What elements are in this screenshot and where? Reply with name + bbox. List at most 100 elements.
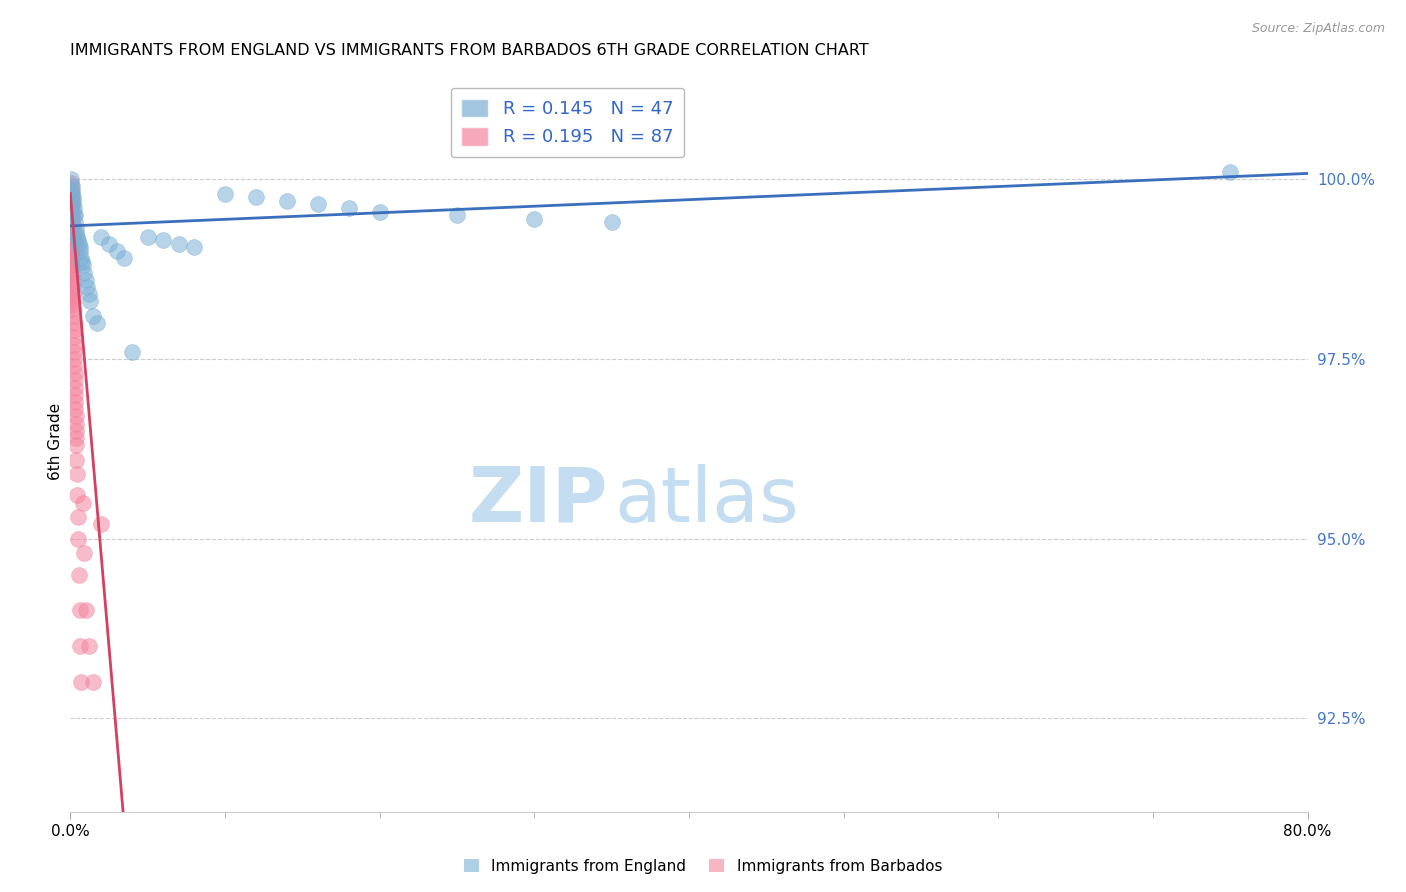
Point <box>62 266 84 280</box>
Point <box>67 233 90 247</box>
Point <box>79 294 101 309</box>
Point <box>60 222 83 236</box>
Point <box>60 215 83 229</box>
Point <box>62 316 84 330</box>
Point <box>82 309 105 323</box>
Point <box>60 240 83 254</box>
Point <box>65 424 87 438</box>
Point <box>66 510 89 524</box>
Point <box>60 233 83 247</box>
Text: Source: ZipAtlas.com: Source: ZipAtlas.com <box>1251 22 1385 36</box>
Point <box>66 229 89 244</box>
Point <box>446 208 468 222</box>
Point <box>167 236 190 251</box>
Point <box>136 229 159 244</box>
Point <box>60 222 83 236</box>
Point <box>62 301 84 316</box>
Point <box>60 208 83 222</box>
Point <box>59 194 82 208</box>
Point <box>60 176 83 190</box>
Point <box>60 215 83 229</box>
Point <box>60 255 83 269</box>
Point <box>60 172 83 186</box>
Point <box>276 194 298 208</box>
Point <box>60 298 83 312</box>
Point <box>63 344 86 359</box>
Point <box>60 262 83 277</box>
Point <box>60 252 83 266</box>
Text: ZIP: ZIP <box>470 464 609 538</box>
Point <box>63 359 86 373</box>
Point <box>60 277 83 291</box>
Point <box>105 244 128 258</box>
Point <box>60 222 83 236</box>
Point <box>60 208 83 222</box>
Text: atlas: atlas <box>614 464 800 538</box>
Point <box>60 179 83 194</box>
Point <box>90 517 112 532</box>
Point <box>60 194 83 208</box>
Point <box>60 219 83 233</box>
Point <box>69 244 91 258</box>
Point <box>60 208 83 222</box>
Point <box>59 179 82 194</box>
Point <box>63 388 86 402</box>
Point <box>60 247 83 261</box>
Point <box>62 323 84 337</box>
Point <box>60 204 83 219</box>
Point <box>60 244 83 258</box>
Point <box>337 201 360 215</box>
Point <box>63 330 86 344</box>
Point <box>60 236 83 251</box>
Point <box>69 640 91 654</box>
Point <box>62 309 84 323</box>
Point <box>60 244 83 258</box>
Point <box>60 183 83 197</box>
Point <box>60 259 83 273</box>
Point <box>1219 165 1241 179</box>
Point <box>62 273 84 287</box>
Point <box>114 252 135 266</box>
Point <box>63 366 86 380</box>
Point <box>60 229 83 244</box>
Point <box>82 675 105 690</box>
Point <box>59 186 82 201</box>
Point <box>75 273 97 287</box>
Point <box>60 236 83 251</box>
Point <box>62 201 84 215</box>
Point <box>60 229 83 244</box>
Point <box>121 344 143 359</box>
Point <box>62 197 84 211</box>
Point <box>98 236 120 251</box>
Point <box>523 211 546 226</box>
Point <box>67 236 90 251</box>
Point <box>60 190 83 204</box>
Point <box>75 603 97 617</box>
Point <box>73 266 96 280</box>
Point <box>65 402 87 417</box>
Point <box>60 215 83 229</box>
Point <box>70 255 93 269</box>
Point <box>60 284 83 298</box>
Point <box>60 291 83 305</box>
Point <box>72 495 94 509</box>
Point <box>65 417 87 431</box>
Point <box>72 259 94 273</box>
Text: IMMIGRANTS FROM ENGLAND VS IMMIGRANTS FROM BARBADOS 6TH GRADE CORRELATION CHART: IMMIGRANTS FROM ENGLAND VS IMMIGRANTS FR… <box>70 43 869 58</box>
Point <box>86 316 108 330</box>
Point <box>90 229 112 244</box>
Point <box>60 226 83 240</box>
Point <box>60 244 83 258</box>
Point <box>70 252 93 266</box>
Point <box>63 208 86 222</box>
Point <box>70 675 93 690</box>
Point <box>62 194 84 208</box>
Point <box>77 287 100 301</box>
Point <box>60 186 83 201</box>
Point <box>62 294 84 309</box>
Point <box>69 240 91 254</box>
Point <box>60 201 83 215</box>
Point <box>76 280 98 294</box>
Point <box>60 197 83 211</box>
Point <box>65 431 87 445</box>
